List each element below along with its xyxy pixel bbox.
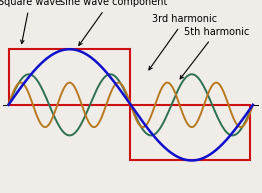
Bar	[130, 105, 250, 160]
Text: Square wave: Square wave	[0, 0, 61, 44]
Text: 5th harmonic: 5th harmonic	[180, 27, 249, 79]
Text: Fundamental
sine wave component: Fundamental sine wave component	[60, 0, 167, 45]
Bar	[9, 49, 130, 105]
Text: 3rd harmonic: 3rd harmonic	[149, 14, 217, 70]
